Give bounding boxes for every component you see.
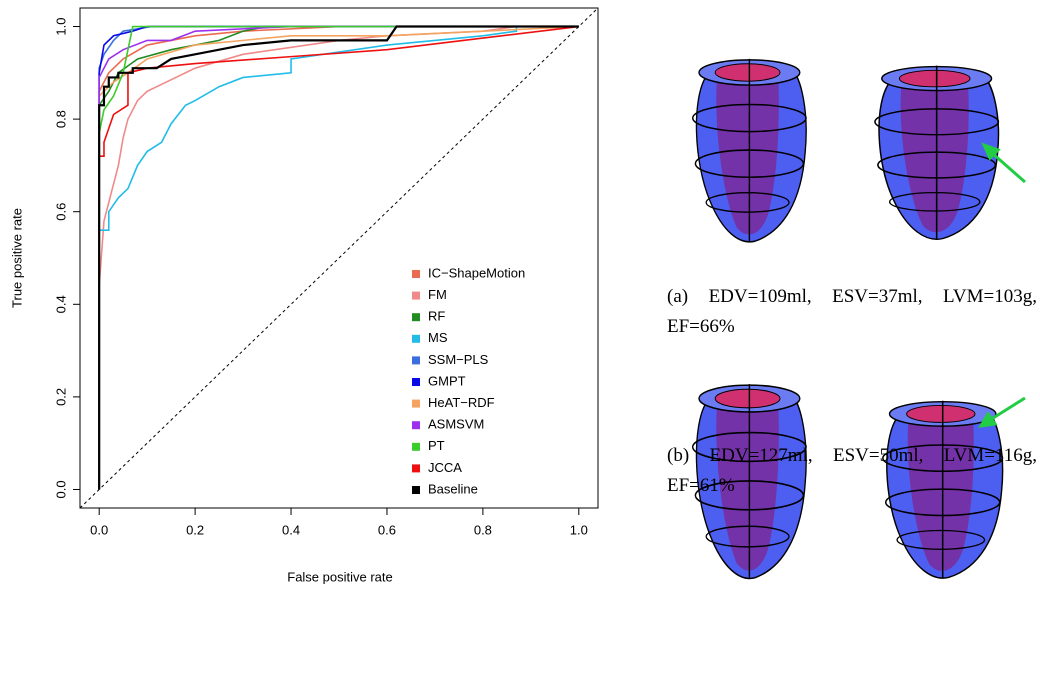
legend-swatch: [412, 399, 420, 408]
legend-swatch: [412, 464, 420, 473]
y-tick-label: 0.8: [53, 110, 68, 128]
heart-es-a: [874, 64, 1000, 241]
x-tick-label: 0.4: [282, 522, 300, 537]
roc-chart: False positive rate True positive rate 0…: [9, 7, 599, 584]
legend-label: MS: [428, 330, 448, 345]
caption-a: (a) EDV=109ml, ESV=37ml, LVM=103g, EF=66…: [667, 286, 1037, 337]
legend-swatch: [412, 486, 420, 494]
roc-curve: [98, 25, 579, 490]
legend-swatch: [412, 356, 420, 365]
x-tick-label: 0.0: [90, 522, 108, 537]
legend-label: Baseline: [428, 481, 478, 496]
heart-ed-a: [691, 58, 807, 243]
x-tick-label: 0.2: [186, 522, 204, 537]
legend-label: GMPT: [428, 373, 466, 388]
y-tick-label: 0.6: [53, 203, 68, 221]
legend-swatch: [412, 334, 420, 343]
roc-curve: [98, 25, 579, 490]
x-axis-label: False positive rate: [287, 569, 393, 584]
legend-label: PT: [428, 438, 445, 453]
legend-label: FM: [428, 287, 447, 302]
x-tick-label: 0.8: [474, 522, 492, 537]
y-axis-label: True positive rate: [9, 208, 24, 308]
legend-label: JCCA: [428, 460, 462, 475]
legend-swatch: [412, 442, 420, 451]
legend-label: RF: [428, 309, 445, 324]
legend-label: IC−ShapeMotion: [428, 265, 525, 280]
legend-swatch: [412, 313, 420, 322]
legend-label: SSM−PLS: [428, 352, 489, 367]
plot-frame: [79, 7, 599, 509]
legend-label: ASMSVM: [428, 417, 484, 432]
diagonal: [79, 7, 599, 509]
roc-curve: [98, 25, 579, 490]
y-tick-label: 0.2: [53, 388, 68, 406]
y-tick-label: 0.0: [53, 480, 68, 498]
y-tick-label: 0.4: [53, 295, 68, 313]
y-tick-label: 1.0: [53, 17, 68, 35]
caption-b: (b) EDV=127ml, ESV=50ml, LVM=116g, EF=61…: [667, 445, 1037, 496]
legend-swatch: [412, 270, 420, 278]
legend-swatch: [412, 421, 420, 430]
legend-swatch: [412, 291, 420, 300]
roc-curve: [98, 25, 579, 490]
roc-curve: [98, 25, 579, 490]
legend-label: HeAT−RDF: [428, 395, 495, 410]
x-tick-label: 0.6: [378, 522, 396, 537]
x-tick-label: 1.0: [570, 522, 588, 537]
legend-swatch: [412, 378, 420, 386]
roc-curve: [98, 25, 579, 490]
